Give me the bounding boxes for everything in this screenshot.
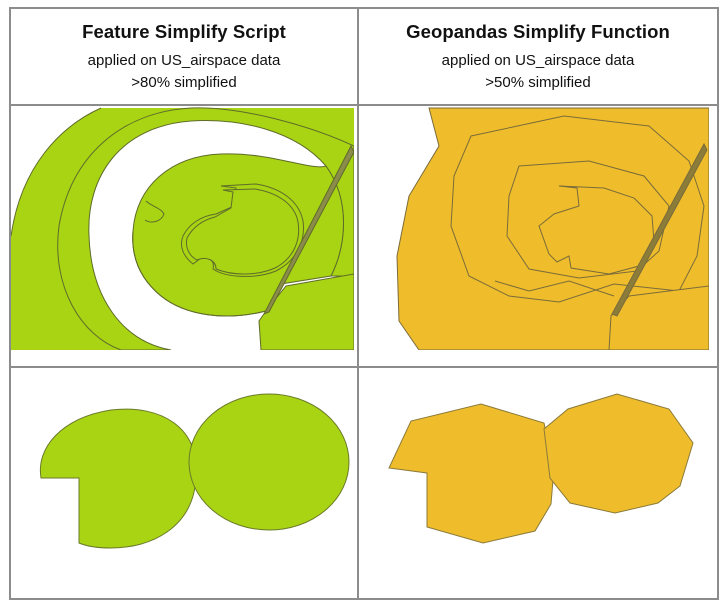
column-title: Geopandas Simplify Function xyxy=(406,21,670,42)
table-row-divider-1 xyxy=(9,104,719,106)
script-circles-map xyxy=(39,393,350,549)
inner-core-polygon xyxy=(538,185,655,275)
outer-ring-outline xyxy=(11,107,102,237)
header-cell-geopandas: Geopandas Simplify Function applied on U… xyxy=(359,9,717,104)
left-octagon-notched xyxy=(388,403,555,544)
header-cell-feature-script: Feature Simplify Script applied on US_ai… xyxy=(11,9,357,104)
column-subtitle: applied on US_airspace data xyxy=(441,52,635,69)
table-border-right xyxy=(717,7,719,600)
table-border-left xyxy=(9,7,11,600)
geopandas-circles-map xyxy=(388,393,694,544)
geopandas-rings-map xyxy=(396,107,709,350)
table-row-divider-2 xyxy=(9,366,719,368)
script-rings-map xyxy=(11,107,354,350)
left-circle-notched xyxy=(39,408,197,549)
diagonal-corridor xyxy=(262,144,354,315)
table-border-top xyxy=(9,7,719,9)
column-title: Feature Simplify Script xyxy=(82,21,286,42)
column-subtitle: applied on US_airspace data xyxy=(87,52,281,69)
diagonal-corridor xyxy=(611,142,708,317)
simplification-level: >80% simplified xyxy=(131,74,237,91)
ring-band-1 xyxy=(57,107,354,350)
right-octagon xyxy=(543,393,694,514)
table-border-bottom xyxy=(9,598,719,600)
table-column-divider xyxy=(357,7,359,600)
ring-gap-outline xyxy=(494,280,615,297)
ring-outline-2 xyxy=(132,230,267,317)
ring-notch xyxy=(144,200,165,223)
simplification-level: >50% simplified xyxy=(485,74,591,91)
inner-core-shape xyxy=(186,188,300,275)
right-circle xyxy=(188,393,350,531)
